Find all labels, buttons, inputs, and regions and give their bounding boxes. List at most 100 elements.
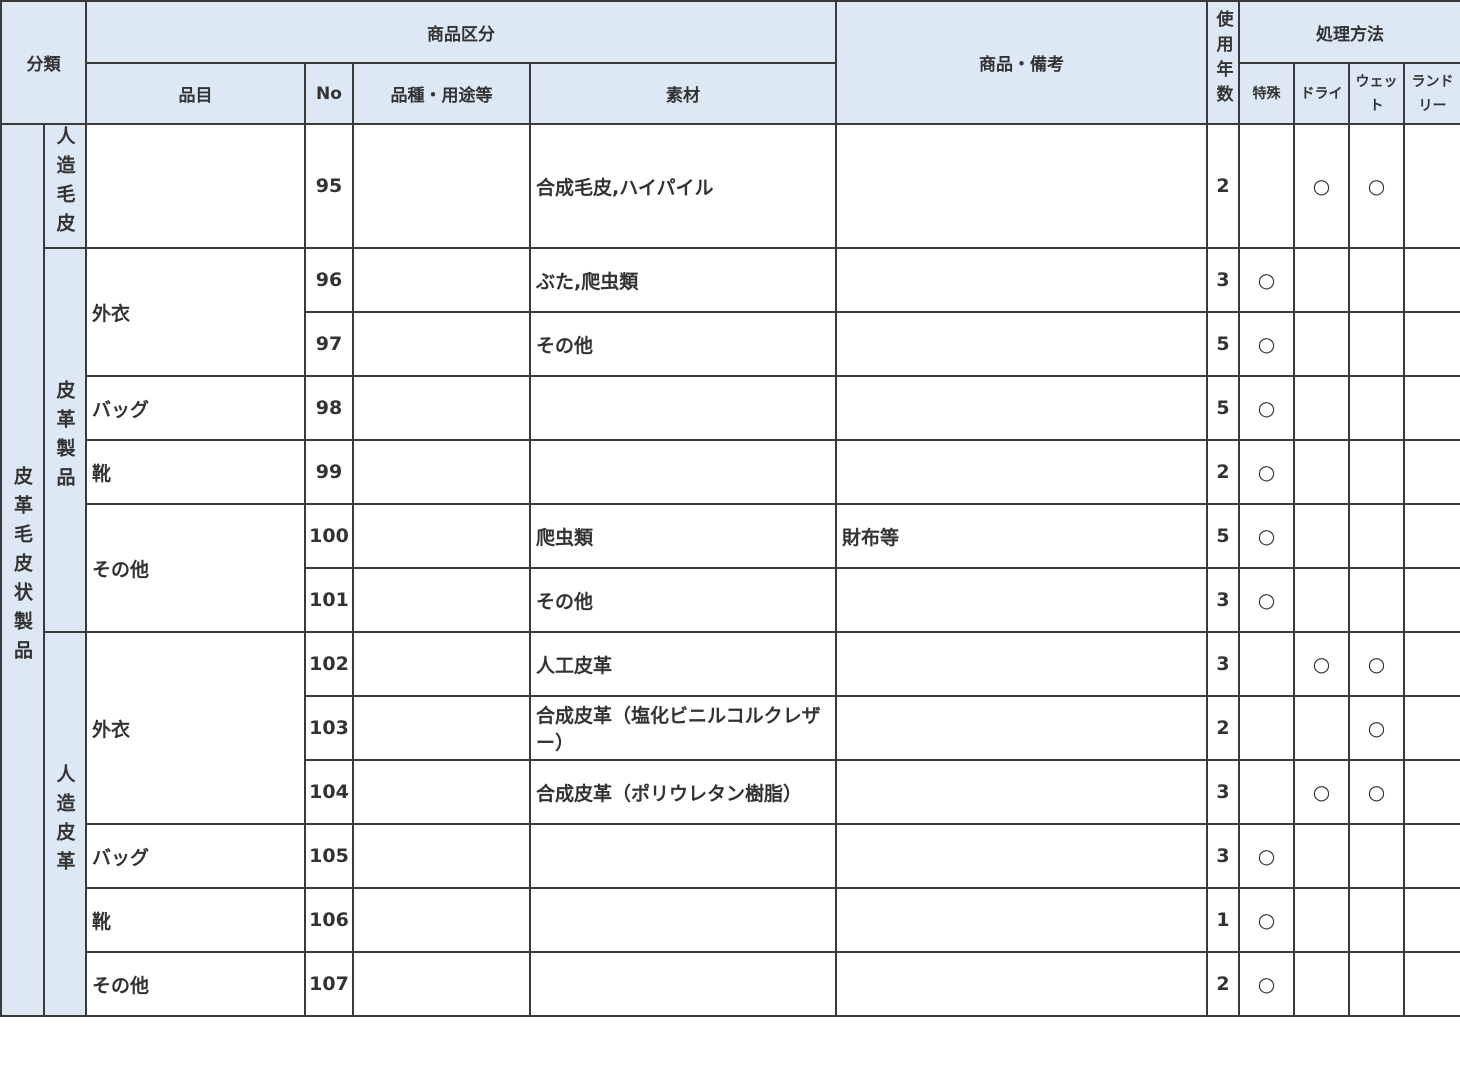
- table-row: 皮革製品 外衣 96 ぶた,爬虫類 3 ○: [1, 247, 1460, 633]
- years-cell: 3: [1206, 823, 1240, 889]
- header-bunrui: 分類: [0, 0, 87, 125]
- no-cell: 107: [304, 951, 354, 1017]
- table-row: 104 合成皮革（ポリウレタン樹脂） 3 ○ ○: [1, 759, 1460, 825]
- biko-cell: [835, 123, 1208, 249]
- hinshu-cell: [352, 695, 531, 761]
- mark-laundry-cell: [1403, 503, 1460, 569]
- mark-wet-cell: ○: [1348, 759, 1405, 825]
- subcategory-cell: 人造皮革: [43, 631, 87, 1017]
- item-cell: その他: [85, 951, 306, 1017]
- no-cell: 101: [304, 567, 354, 633]
- no-cell: 98: [304, 375, 354, 441]
- mark-tokushu-cell: ○: [1238, 503, 1295, 569]
- sozai-cell: [529, 375, 837, 441]
- mark-laundry-cell: [1403, 631, 1460, 697]
- mark-tokushu-cell: ○: [1238, 567, 1295, 633]
- sozai-cell: [529, 887, 837, 953]
- mark-dry-cell: [1293, 823, 1350, 889]
- header-hinmoku: 品目: [85, 62, 306, 125]
- category-label: 皮革毛皮状製品: [11, 466, 33, 669]
- item-cell: 靴: [85, 887, 306, 953]
- mark-dry-cell: [1293, 311, 1350, 377]
- mark-tokushu-cell: ○: [1238, 439, 1295, 505]
- sozai-cell: [529, 951, 837, 1017]
- mark-wet-cell: [1348, 375, 1405, 441]
- mark-dry-cell: ○: [1293, 631, 1350, 697]
- mark-tokushu-cell: [1238, 123, 1295, 249]
- mark-tokushu-cell: ○: [1238, 951, 1295, 1017]
- years-cell: 5: [1206, 311, 1240, 377]
- years-cell: 2: [1206, 951, 1240, 1017]
- mark-dry-cell: [1293, 439, 1350, 505]
- mark-wet-cell: [1348, 247, 1405, 313]
- biko-cell: [835, 695, 1208, 761]
- mark-tokushu-cell: ○: [1238, 311, 1295, 377]
- item-cell: バッグ: [85, 375, 306, 441]
- mark-dry-cell: [1293, 695, 1350, 761]
- table-row: その他 107 2 ○: [1, 951, 1460, 1017]
- mark-wet-cell: [1348, 567, 1405, 633]
- mark-wet-cell: [1348, 439, 1405, 505]
- mark-tokushu-cell: ○: [1238, 887, 1295, 953]
- mark-laundry-cell: [1403, 567, 1460, 633]
- table-row: 靴 99 2 ○: [1, 439, 1460, 505]
- header-wet: ウェット: [1348, 62, 1405, 125]
- sozai-cell: その他: [529, 567, 837, 633]
- no-cell: 100: [304, 503, 354, 569]
- item-cell: 外衣: [85, 631, 306, 825]
- years-cell: 3: [1206, 247, 1240, 313]
- header-dry: ドライ: [1293, 62, 1350, 125]
- no-cell: 105: [304, 823, 354, 889]
- biko-cell: [835, 311, 1208, 377]
- sozai-cell: その他: [529, 311, 837, 377]
- table-body: 皮革毛皮状製品 人造毛皮 95 合成毛皮,ハイパイル 2 ○ ○ 皮革製品 外衣 96 ぶた,爬虫類…: [0, 123, 1460, 1017]
- hinshu-cell: [352, 375, 531, 441]
- no-cell: 104: [304, 759, 354, 825]
- mark-wet-cell: [1348, 887, 1405, 953]
- years-cell: 5: [1206, 503, 1240, 569]
- biko-cell: [835, 823, 1208, 889]
- no-cell: 97: [304, 311, 354, 377]
- biko-cell: [835, 439, 1208, 505]
- header-shohin-kubun: 商品区分: [85, 0, 837, 64]
- mark-tokushu-cell: ○: [1238, 247, 1295, 313]
- sozai-cell: ぶた,爬虫類: [529, 247, 837, 313]
- table-row: 靴 106 1 ○: [1, 887, 1460, 953]
- years-cell: 3: [1206, 631, 1240, 697]
- mark-wet-cell: [1348, 311, 1405, 377]
- mark-wet-cell: ○: [1348, 695, 1405, 761]
- table-row: バッグ 105 3 ○: [1, 823, 1460, 889]
- biko-cell: [835, 759, 1208, 825]
- mark-wet-cell: [1348, 503, 1405, 569]
- sozai-cell: 人工皮革: [529, 631, 837, 697]
- mark-laundry-cell: [1403, 247, 1460, 313]
- sozai-cell: 合成皮革（ポリウレタン樹脂）: [529, 759, 837, 825]
- mark-wet-cell: [1348, 951, 1405, 1017]
- header-tokushu: 特殊: [1238, 62, 1295, 125]
- mark-dry-cell: ○: [1293, 123, 1350, 249]
- mark-tokushu-cell: [1238, 631, 1295, 697]
- years-cell: 2: [1206, 695, 1240, 761]
- header-biko: 商品・備考: [835, 0, 1208, 125]
- mark-wet-cell: [1348, 823, 1405, 889]
- hinshu-cell: [352, 759, 531, 825]
- category-cell: 皮革毛皮状製品: [0, 123, 45, 1017]
- biko-cell: [835, 631, 1208, 697]
- header-no: No: [304, 62, 354, 125]
- mark-dry-cell: [1293, 375, 1350, 441]
- subcategory-label: 人造皮革: [53, 763, 76, 880]
- table-row: 皮革毛皮状製品 人造毛皮 95 合成毛皮,ハイパイル 2 ○ ○: [0, 123, 1460, 1017]
- table-row: その他 100 爬虫類 財布等 5 ○: [1, 503, 1460, 633]
- mark-tokushu-cell: [1238, 759, 1295, 825]
- years-cell: 3: [1206, 759, 1240, 825]
- header-nensu-text: 使用年数: [1212, 10, 1233, 110]
- mark-laundry-cell: [1403, 311, 1460, 377]
- hinshu-cell: [352, 951, 531, 1017]
- laundry-classification-table: 分類 商品区分 商品・備考 使用年数 処理方法 品目 No 品種・用途等 素材 …: [0, 0, 1460, 1017]
- biko-cell: [835, 887, 1208, 953]
- mark-dry-cell: ○: [1293, 759, 1350, 825]
- header-shori: 処理方法: [1238, 0, 1460, 64]
- biko-cell: [835, 951, 1208, 1017]
- no-cell: 95: [304, 123, 354, 249]
- mark-laundry-cell: [1403, 759, 1460, 825]
